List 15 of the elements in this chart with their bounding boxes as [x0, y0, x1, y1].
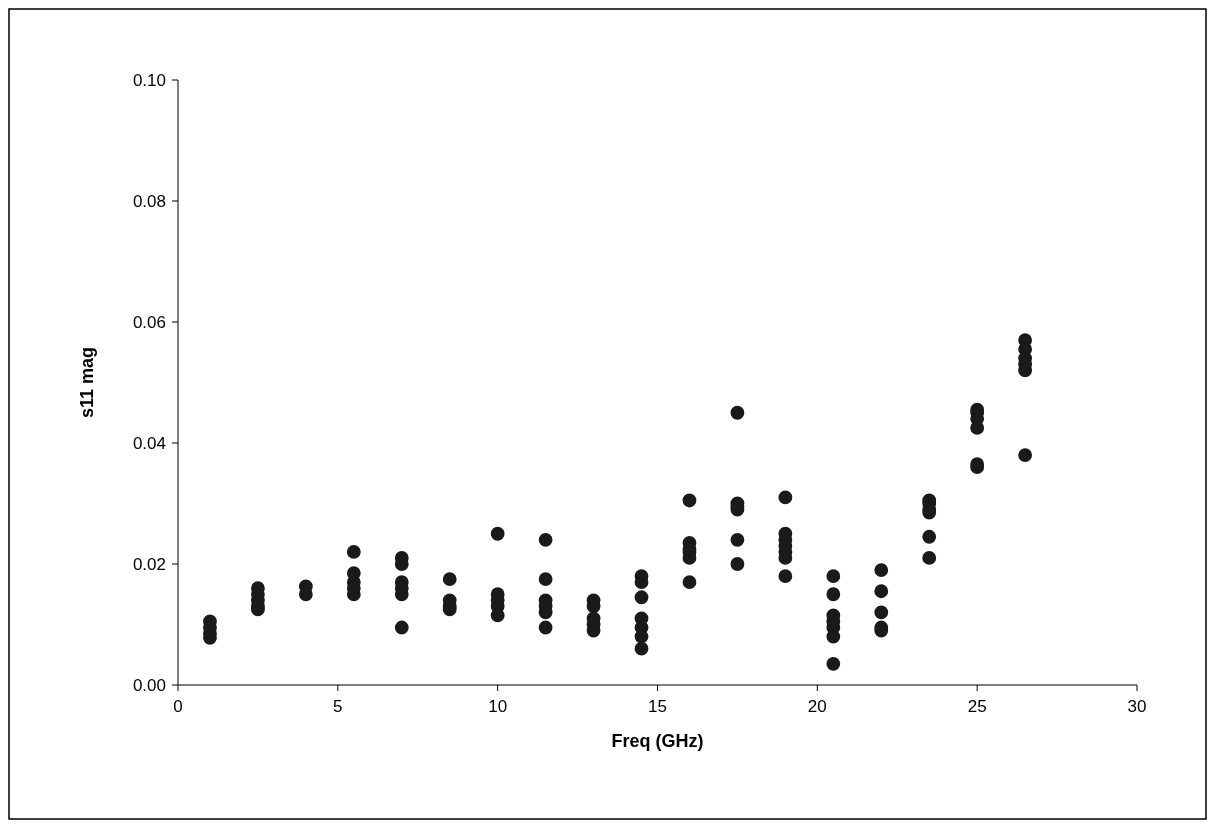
y-axis-title: s11 mag	[77, 346, 97, 419]
x-tick-label: 25	[967, 697, 987, 716]
y-tick-label: 0.08	[132, 191, 166, 211]
x-tick-label: 30	[1127, 697, 1147, 716]
x-tick-label: 0	[173, 697, 183, 716]
x-tick-label: 5	[333, 697, 343, 716]
y-tick-label: 0.04	[132, 433, 166, 453]
y-tick-label: 0.06	[132, 312, 166, 332]
y-tick-label: 0.00	[132, 675, 166, 695]
y-tick-label: 0.02	[132, 554, 166, 574]
x-axis-title: Freq (GHz)	[611, 731, 704, 751]
x-tick-label: 10	[488, 697, 508, 716]
x-tick-label: 15	[648, 697, 667, 716]
x-tick-label: 20	[807, 697, 827, 716]
y-tick-label: 0.10	[132, 70, 166, 90]
